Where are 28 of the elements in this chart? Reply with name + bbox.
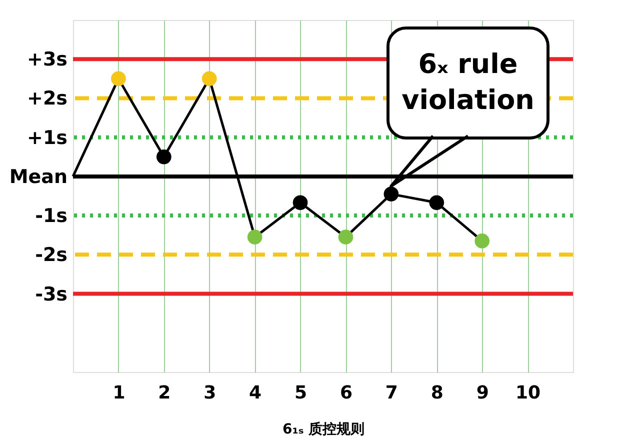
point: [474, 234, 490, 248]
x-tick-label: 2: [158, 382, 171, 404]
point: [429, 195, 444, 210]
y-tick-label: +1s: [27, 126, 68, 149]
x-tick-label: 6: [340, 382, 352, 404]
y-tick-label: +2s: [27, 88, 68, 110]
y-tick-label: -1s: [35, 205, 68, 228]
y-tick-label: -3s: [35, 283, 68, 306]
x-tick-label: 8: [430, 382, 444, 404]
x-tick-label: 3: [204, 382, 216, 404]
x-tick-label: 10: [516, 382, 541, 404]
x-axis-title: 6₁ₛ 质控规则: [282, 420, 365, 436]
point: [384, 186, 399, 202]
point: [247, 230, 262, 244]
point: [202, 71, 217, 86]
point: [156, 149, 172, 164]
point: [111, 71, 126, 86]
annotation: 6ₓ rule violation: [402, 49, 534, 116]
point: [292, 195, 308, 210]
y-tick-label: Mean: [9, 166, 68, 188]
x-tick-label: 4: [249, 382, 262, 404]
y-tick-label: -2s: [35, 244, 68, 266]
x-tick-label: 7: [385, 382, 398, 404]
x-tick-label: 9: [476, 382, 489, 404]
x-tick-label: 1: [112, 382, 126, 404]
point: [338, 230, 354, 244]
y-tick-label: +3s: [27, 48, 68, 71]
x-tick-label: 5: [294, 382, 308, 404]
